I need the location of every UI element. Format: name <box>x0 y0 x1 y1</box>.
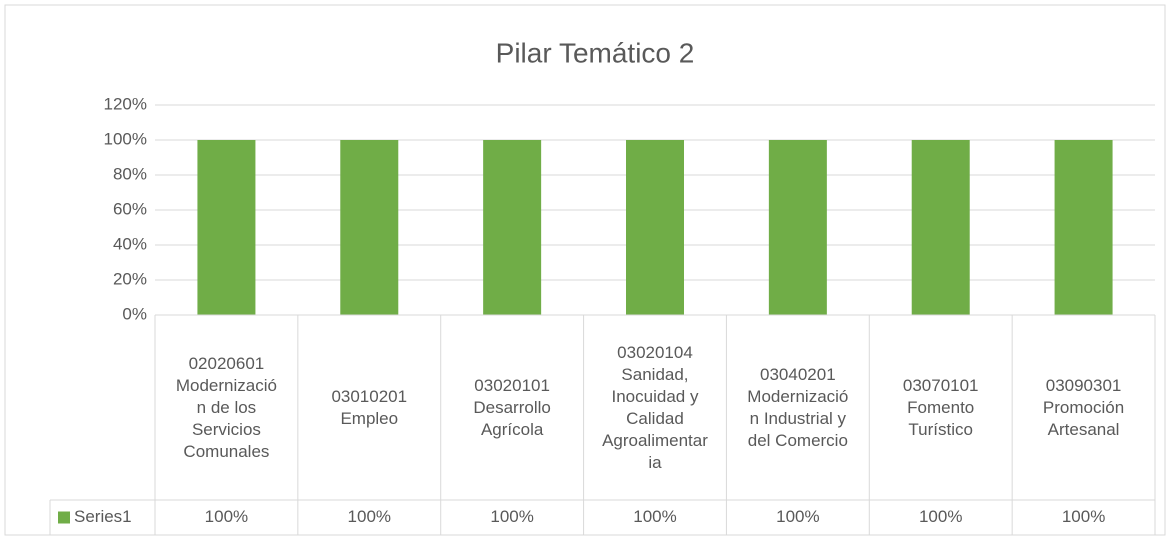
bar <box>1054 140 1113 315</box>
y-tick-label: 60% <box>113 199 147 218</box>
data-table-value: 100% <box>919 507 962 526</box>
x-tick-label: 03090301 Promoción Artesanal <box>1042 375 1125 439</box>
y-tick-label: 40% <box>113 234 147 253</box>
x-tick-label: 03010201 Empleo <box>331 386 408 428</box>
data-table-value: 100% <box>633 507 676 526</box>
x-tick-label: 03020104 Sanidad, Inocuidad y Calidad Ag… <box>602 342 708 472</box>
data-table-value: 100% <box>490 507 533 526</box>
data-table-value: 100% <box>1062 507 1105 526</box>
y-tick-label: 120% <box>104 94 147 113</box>
bar <box>197 140 256 315</box>
bar <box>911 140 970 315</box>
y-tick-label: 100% <box>104 129 147 148</box>
data-table-value: 100% <box>348 507 391 526</box>
x-tick-label: 03020101 Desarrollo Agrícola <box>473 375 551 439</box>
y-tick-label: 20% <box>113 269 147 288</box>
chart-title: Pilar Temático 2 <box>496 37 695 68</box>
bar <box>768 140 827 315</box>
legend-swatch <box>58 511 70 524</box>
data-table-value: 100% <box>776 507 819 526</box>
x-tick-label: 03070101 Fomento Turístico <box>902 375 979 439</box>
legend-label: Series1 <box>74 507 132 526</box>
bar <box>340 140 399 315</box>
bar <box>483 140 542 315</box>
x-tick-label: 02020601 Modernización de los Servicios … <box>175 353 277 461</box>
x-tick-label: 03040201 Modernización Industrial y del … <box>747 364 849 450</box>
y-tick-label: 0% <box>122 304 147 323</box>
y-tick-label: 80% <box>113 164 147 183</box>
bar <box>626 140 684 315</box>
data-table-value: 100% <box>205 507 248 526</box>
